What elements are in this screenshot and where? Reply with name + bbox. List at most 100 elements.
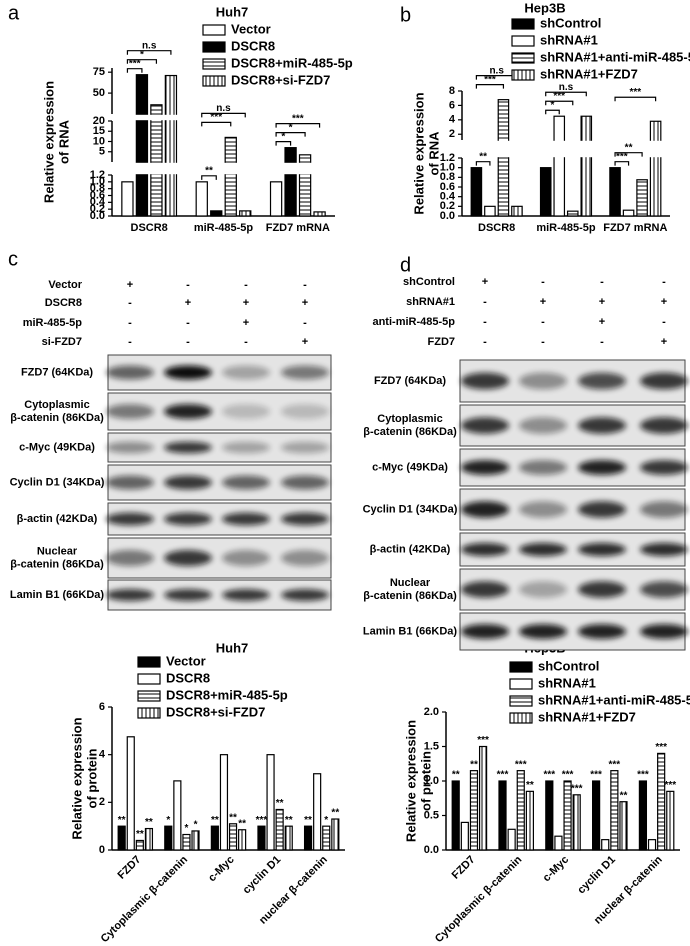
bar	[649, 120, 662, 217]
blot-band	[106, 550, 154, 566]
y-tick-label: 0.2	[90, 203, 105, 215]
significance: ***	[543, 770, 555, 781]
blot-band	[281, 475, 329, 490]
bracket	[475, 84, 505, 89]
bar	[210, 825, 219, 851]
bracket	[614, 161, 630, 166]
y-tick-label: 0.0	[424, 844, 439, 856]
y-axis-label: of protein	[418, 751, 433, 811]
legend-swatch	[511, 35, 535, 47]
bar	[636, 179, 648, 217]
blot-band	[164, 550, 212, 566]
legend-swatch	[509, 661, 533, 673]
blot-band	[519, 417, 567, 434]
blot-band	[461, 624, 509, 639]
y-tick-label: 0.0	[90, 210, 105, 222]
bar	[666, 790, 675, 851]
bar	[298, 154, 312, 217]
bar	[545, 780, 554, 851]
significance: ***	[609, 759, 621, 770]
blot-band	[222, 512, 270, 526]
y-tick-label: 2	[449, 128, 455, 140]
band-label: Nuclear	[37, 545, 78, 557]
blot-band	[281, 589, 329, 601]
significance: **	[526, 780, 534, 791]
legend-swatch	[509, 695, 533, 707]
bar	[238, 829, 247, 851]
y-tick-label: 4	[99, 749, 106, 761]
condition-label: miR-485-5p	[23, 317, 83, 329]
y-axis-label: Relative expression	[411, 92, 426, 214]
bar	[126, 736, 135, 851]
condition-sign: +	[599, 316, 605, 328]
bar	[460, 821, 469, 851]
legend-swatch	[511, 18, 535, 30]
x-tick-label: DSCR8	[131, 222, 168, 234]
legend-label: DSCR8	[166, 670, 210, 685]
condition-sign: -	[662, 316, 666, 328]
band-label: FZD7 (64KDa)	[21, 366, 93, 378]
significance: ***	[553, 91, 565, 102]
condition-sign: -	[483, 296, 487, 308]
y-tick-label: 0.0	[440, 210, 455, 222]
blot-band	[578, 542, 626, 557]
y-tick-label: 1.0	[424, 775, 439, 787]
bar	[647, 839, 657, 851]
significance: **	[479, 151, 487, 162]
blot-band	[519, 501, 567, 518]
blot-band	[519, 542, 567, 557]
x-tick-label: DSCR8	[478, 222, 515, 234]
legend-label: DSCR8+miR-485-5p	[231, 55, 353, 70]
blot-band	[164, 589, 212, 601]
y-tick-label: 6	[449, 99, 455, 111]
blot-band	[164, 365, 212, 380]
blot-band	[578, 417, 626, 434]
condition-sign: -	[483, 316, 487, 328]
blot-band	[106, 589, 154, 601]
blot-band	[519, 372, 567, 390]
legend-swatch	[137, 673, 161, 685]
bar	[498, 780, 507, 851]
blot-band	[281, 512, 329, 526]
significance: n.s	[216, 103, 231, 114]
condition-sign: +	[540, 296, 546, 308]
y-axis-label: of RNA	[56, 119, 71, 164]
bar	[164, 825, 173, 851]
blot-band	[519, 624, 567, 639]
blot-band	[222, 365, 270, 380]
legend-label: shControl	[538, 658, 599, 673]
panel-label: c	[8, 248, 18, 270]
blot-band	[106, 365, 154, 380]
blot-band	[519, 581, 567, 598]
panel-label: a	[8, 2, 20, 24]
condition-sign: -	[128, 297, 132, 309]
bracket	[201, 175, 217, 180]
band-label: β-actin (42KDa)	[370, 543, 451, 555]
significance: ***	[571, 783, 583, 794]
band-label: β-catenin (86KDa)	[10, 558, 104, 570]
significance: ***	[129, 58, 141, 69]
blot-band	[164, 475, 212, 490]
bracket	[475, 161, 491, 166]
blot-band	[461, 501, 509, 518]
condition-sign: +	[302, 297, 308, 309]
bar	[121, 181, 134, 217]
legend-swatch	[511, 69, 535, 81]
condition-sign: -	[128, 317, 132, 329]
bar	[144, 827, 154, 851]
condition-label: Vector	[48, 279, 82, 291]
legend-swatch	[509, 678, 533, 690]
bar	[331, 818, 340, 851]
significance: **	[118, 815, 126, 826]
chart-title: Hep3B	[524, 0, 565, 15]
legend-label: shRNA#1+FZD7	[540, 66, 638, 81]
bar	[609, 167, 621, 217]
bar	[484, 205, 496, 217]
blot-band	[578, 501, 626, 518]
band-label: Nuclear	[390, 577, 431, 589]
condition-label: shRNA#1	[406, 296, 455, 308]
bar	[135, 74, 149, 217]
significance: ***	[484, 74, 496, 85]
bar	[638, 780, 648, 851]
